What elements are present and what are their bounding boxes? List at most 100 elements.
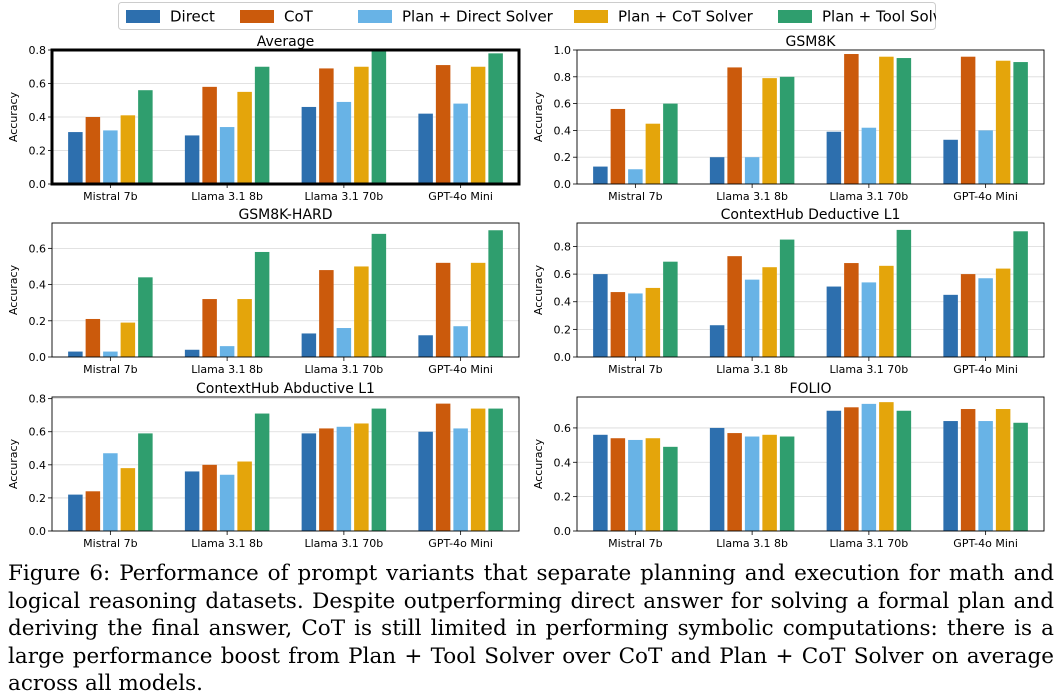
x-tick-label: Mistral 7b [83,537,137,550]
bar-plan-direct-solver [744,279,760,357]
bar-cot [202,299,217,357]
bar-plan-direct-solver [453,326,468,357]
bar-cot [435,65,451,184]
bar-plan-direct-solver [861,127,877,184]
plot-frame [51,396,520,532]
x-tick-label: GPT-4o Mini [953,537,1018,550]
legend-label: Plan + Tool Solver [822,8,936,26]
bar-plan-cot-solver [120,115,136,184]
legend-item-1: CoT [240,8,314,26]
bar-plan-direct-solver [103,130,118,184]
y-tick-label: 0.6 [29,242,47,255]
bar-cot [610,108,626,184]
bar-plan-cot-solver [237,91,252,184]
chart-panel-3: 0.0 0.2 0.4 0.6 0.8 Mistral 7b Llama 3.1 8b Lla… [532,207,1045,376]
bar-plan-direct-solver [336,101,352,184]
bar-plan-tool-solver [371,233,387,357]
bar-plan-cot-solver [995,409,1011,531]
bar-cot [960,274,976,357]
y-tick-label: 0.2 [554,491,572,504]
y-tick-label: 0.0 [29,525,47,538]
bar-cot [319,270,334,357]
bar-plan-direct-solver [744,157,760,184]
bar-plan-direct-solver [453,103,468,184]
bar-plan-cot-solver [762,267,777,357]
y-tick-label: 0.8 [554,240,572,253]
bar-cot [435,262,451,357]
bar-plan-tool-solver [138,90,153,184]
bar-direct [709,325,725,357]
bar-cot [202,464,217,531]
y-axis-label: Accuracy [532,264,545,315]
x-tick-label: Llama 3.1 70b [304,537,383,550]
bar-plan-direct-solver [219,346,235,357]
bar-cot [844,407,859,531]
legend-label: CoT [284,8,314,26]
bar-direct [301,333,317,357]
bar-plan-direct-solver [336,328,352,357]
legend-swatch [126,10,160,23]
bar-plan-tool-solver [371,50,387,184]
bar-plan-cot-solver [470,66,486,184]
bar-plan-direct-solver [861,403,877,531]
chart-title: ContextHub Deductive L1 [721,207,901,223]
y-tick-label: 0.2 [29,145,47,158]
bar-cot [960,56,976,185]
bar-cot [435,403,451,531]
chart-legend: Direct CoT Plan + Direct Solver Plan + CoT … [118,2,936,30]
bar-plan-direct-solver [336,426,352,531]
x-tick-label: Mistral 7b [83,363,137,376]
bar-plan-direct-solver [628,439,643,531]
bar-plan-cot-solver [879,265,894,357]
bar-plan-cot-solver [879,56,894,185]
bar-plan-cot-solver [470,262,486,357]
x-tick-label: Llama 3.1 70b [829,363,908,376]
bar-plan-direct-solver [453,428,468,531]
y-tick-label: 0.0 [554,525,572,538]
bar-plan-tool-solver [488,53,503,184]
chart-grid: 0.0 0.2 0.4 0.6 0.8 Mistral 7b Llama 3.1 8b Lla… [7,34,1045,550]
bar-plan-tool-solver [254,413,270,531]
bar-plan-direct-solver [219,474,235,531]
bar-direct [184,471,200,531]
y-tick-label: 0.0 [29,351,47,364]
bar-plan-tool-solver [138,433,153,531]
y-axis-label: Accuracy [7,438,20,489]
x-tick-label: Mistral 7b [608,190,662,203]
bar-plan-tool-solver [663,261,678,357]
bar-direct [301,433,317,531]
chart-panel-0: 0.0 0.2 0.4 0.6 0.8 Mistral 7b Llama 3.1 8b Lla… [7,34,521,203]
x-tick-label: Llama 3.1 8b [716,363,788,376]
y-tick-label: 0.4 [554,296,572,309]
bar-direct [943,421,958,531]
y-tick-label: 0.0 [554,178,572,191]
bar-cot [727,67,742,184]
bar-direct [418,335,433,357]
y-tick-label: 0.6 [554,422,572,435]
bar-plan-tool-solver [779,76,795,184]
bar-plan-tool-solver [663,446,678,531]
x-tick-label: GPT-4o Mini [428,190,493,203]
x-tick-label: Llama 3.1 70b [304,190,383,203]
bar-cot [610,292,626,357]
bar-plan-cot-solver [879,402,894,531]
x-tick-label: Mistral 7b [608,537,662,550]
y-tick-label: 0.2 [29,315,47,328]
bar-cot [727,256,742,357]
bar-direct [593,274,608,357]
legend-swatch [778,10,812,23]
bar-cot [319,428,334,531]
chart-panel-2: 0.0 0.2 0.4 0.6 Mistral 7b Llama 3.1 8b Llama … [7,207,520,376]
x-tick-label: Llama 3.1 70b [304,363,383,376]
bar-direct [709,157,725,184]
bar-direct [301,106,317,184]
y-tick-label: 0.8 [554,71,572,84]
bar-cot [610,438,626,531]
x-tick-label: GPT-4o Mini [428,363,493,376]
y-tick-label: 0.6 [29,78,47,91]
bar-cot [727,433,742,531]
bar-plan-direct-solver [219,127,235,184]
bar-direct [593,166,608,184]
bar-plan-direct-solver [978,130,993,184]
x-tick-label: Llama 3.1 8b [191,190,263,203]
